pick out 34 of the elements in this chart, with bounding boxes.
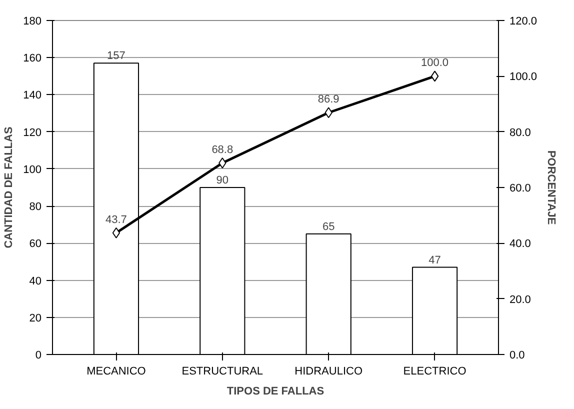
y-tick-label: 60 xyxy=(29,238,42,250)
y-tick-label: 80 xyxy=(29,201,42,214)
data-label: 65 xyxy=(322,220,335,233)
data-label: 43.7 xyxy=(106,214,127,226)
point xyxy=(430,70,439,82)
y2-tick-label: 120.0 xyxy=(510,16,538,28)
y2-tick-label: 0.0 xyxy=(510,350,525,362)
y2-tick-label: 20.0 xyxy=(510,294,531,306)
y2-tick-label: 40.0 xyxy=(510,238,531,250)
data-label: 47 xyxy=(428,254,441,266)
y-tick-label: 20 xyxy=(29,312,42,324)
y2-tick-label: 60.0 xyxy=(510,182,531,194)
data-label: 157 xyxy=(107,50,126,62)
point xyxy=(112,227,120,238)
y2-tick-label: 100.0 xyxy=(510,71,538,84)
y2-axis-title: PORCENTAJE xyxy=(545,150,558,225)
y-tick-label: 120 xyxy=(23,126,42,139)
y2-tick-label: 80.0 xyxy=(510,126,531,139)
data-label: 90 xyxy=(216,174,229,186)
y-tick-label: 0 xyxy=(35,350,42,362)
data-label: 68.8 xyxy=(212,144,234,156)
x-tick-label: MECANICO xyxy=(86,366,146,378)
data-label: 100.0 xyxy=(421,57,449,70)
x-axis-title: TIPOS DE FALLAS xyxy=(226,386,324,398)
y-axis-title: CANTIDAD DE FALLAS xyxy=(3,126,16,248)
x-tick-label: ESTRUCTURAL xyxy=(182,366,264,378)
y-tick-label: 180 xyxy=(23,16,42,28)
y-tick-label: 140 xyxy=(23,90,42,102)
x-tick-label: ELECTRICO xyxy=(403,366,467,378)
y-tick-label: 100 xyxy=(23,164,42,176)
data-label: 86.9 xyxy=(318,94,340,106)
y-tick-label: 160 xyxy=(23,52,42,65)
y-tick-label: 40 xyxy=(29,275,42,288)
x-tick-label: HIDRAULICO xyxy=(294,366,363,378)
